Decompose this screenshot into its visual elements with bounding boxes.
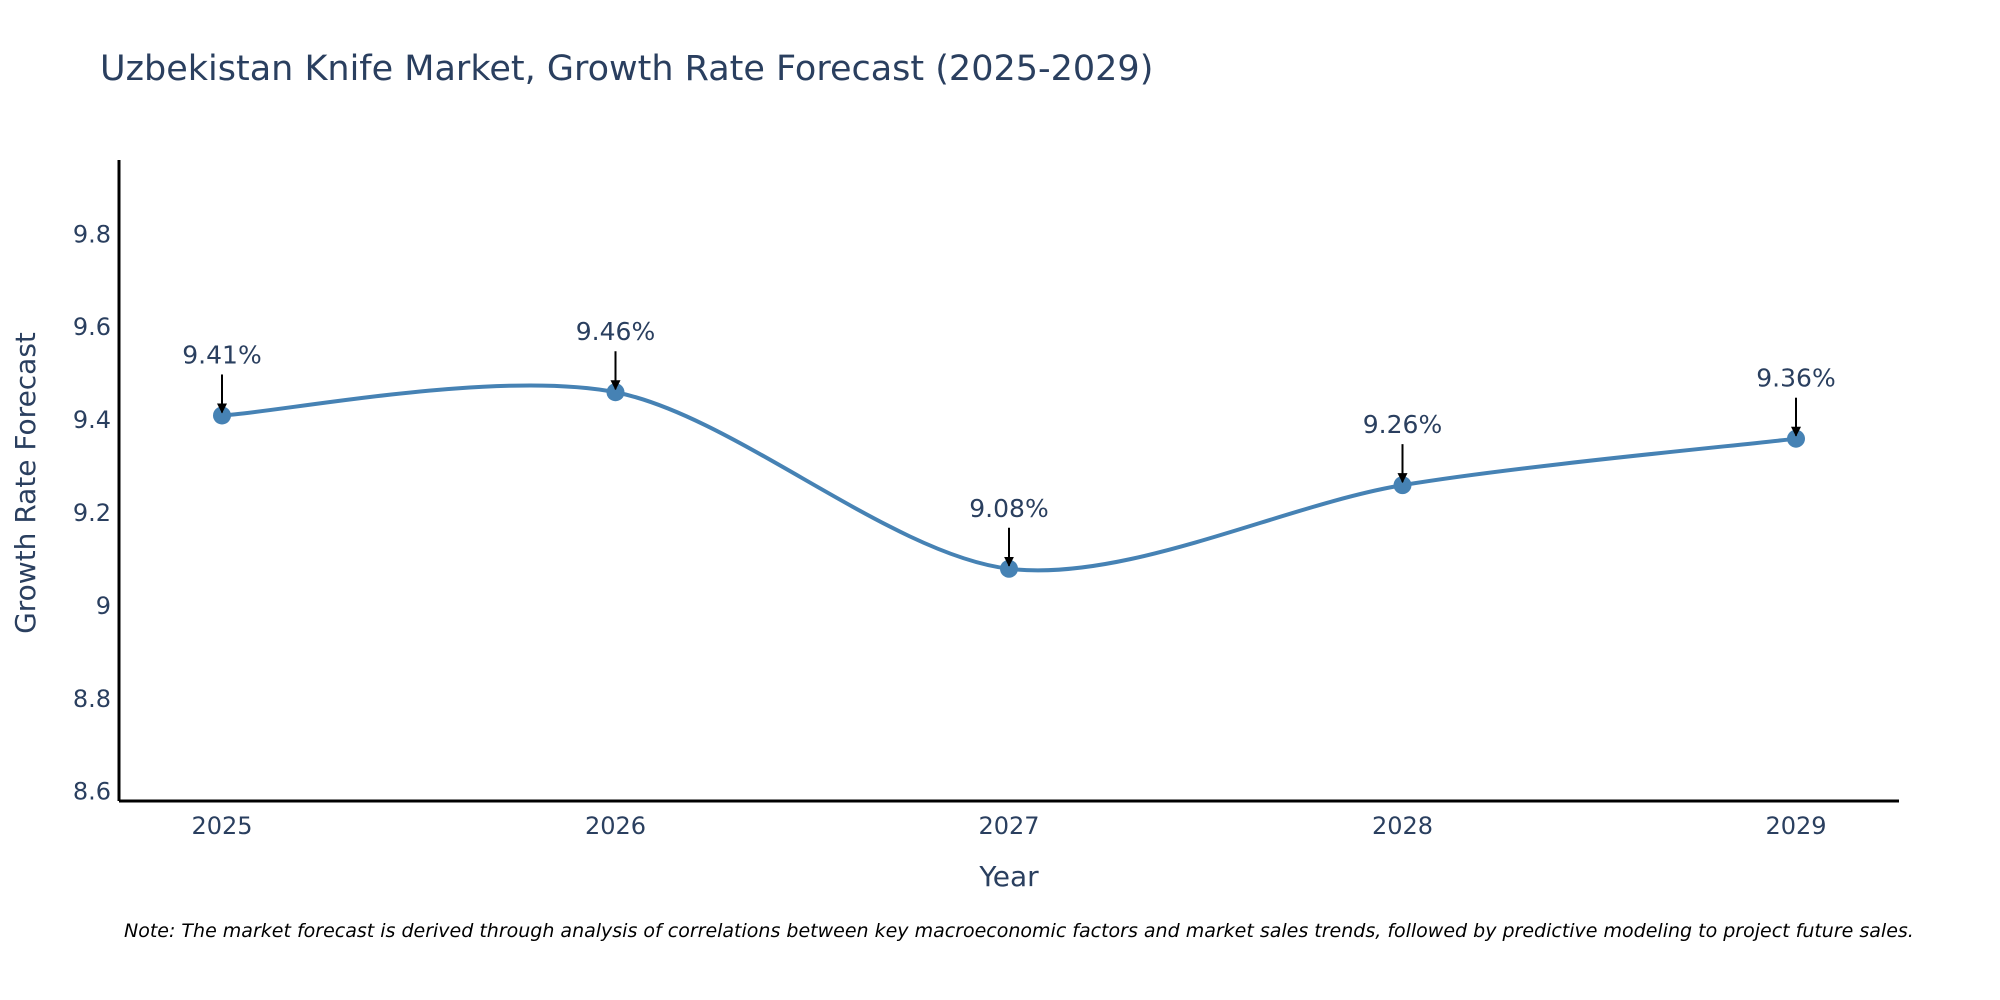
x-tick-label: 2025 [191, 812, 252, 840]
y-axis-title: Growth Rate Forecast [9, 332, 42, 634]
y-tick-label: 8.6 [73, 778, 111, 806]
x-tick-label: 2026 [585, 812, 646, 840]
data-label: 9.46% [576, 317, 655, 346]
data-label: 9.41% [182, 340, 261, 369]
y-tick-label: 9 [96, 592, 111, 620]
data-label: 9.08% [969, 494, 1048, 523]
x-tick-label: 2028 [1372, 812, 1433, 840]
data-label: 9.26% [1363, 410, 1442, 439]
x-tick-label: 2027 [978, 812, 1039, 840]
data-label: 9.36% [1756, 364, 1835, 393]
y-tick-label: 9.6 [73, 313, 111, 341]
plot-area: 8.6 8.8 9 9.2 9.4 9.6 9.8 2025 2026 2027 2028 2029 9… [73, 160, 1899, 840]
y-tick-label: 8.8 [73, 685, 111, 713]
y-tick-label: 9.4 [73, 406, 111, 434]
chart-title: Uzbekistan Knife Market, Growth Rate For… [100, 49, 1153, 89]
y-tick-label: 9.8 [73, 220, 111, 248]
x-axis-title: Year [978, 860, 1039, 893]
footnote: Note: The market forecast is derived thr… [124, 920, 1914, 942]
x-tick-label: 2029 [1765, 812, 1826, 840]
y-tick-label: 9.2 [73, 499, 111, 527]
